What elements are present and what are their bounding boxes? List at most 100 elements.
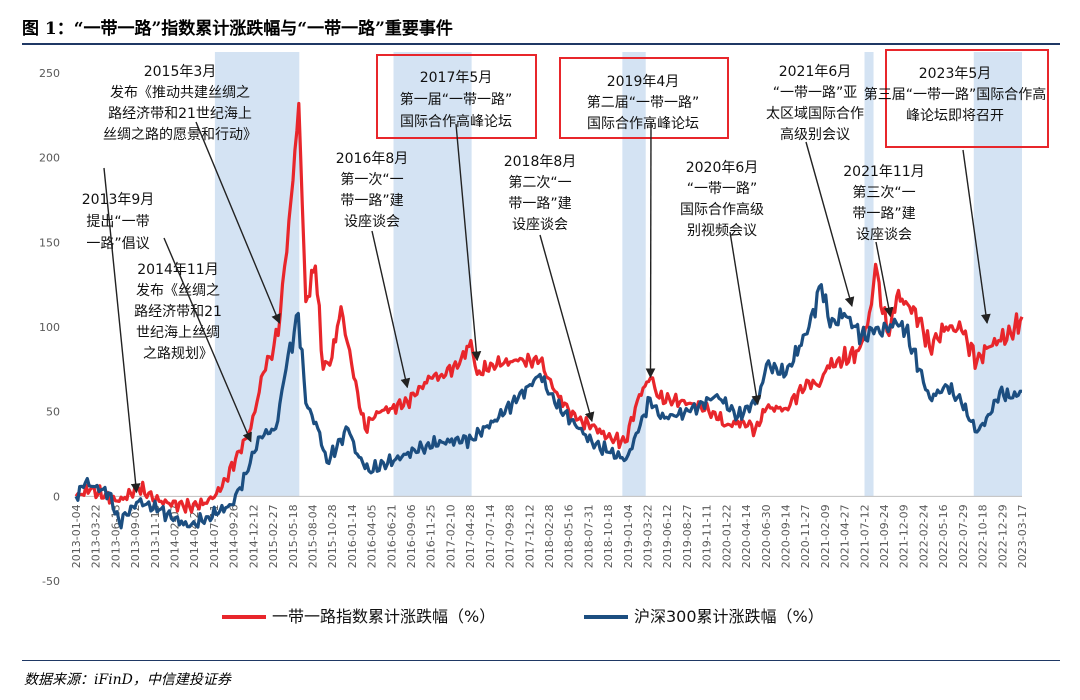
y-tick-label: 50 [46, 406, 60, 419]
title-divider [22, 43, 1060, 45]
annotation-arrow [645, 121, 656, 379]
annotation-text-line: 2020年6月 [686, 160, 759, 176]
annotation-text-line: 国际合作高峰论坛 [400, 113, 512, 130]
annotation-text-line: 带一路”建 [852, 206, 915, 222]
annotation-arrow [962, 149, 991, 324]
annotation-text-line: 路经济带和21 [134, 304, 222, 320]
annotation-text-line: 第三次“一 [852, 184, 915, 201]
annotation-text-line: 设座谈会 [856, 227, 912, 243]
x-tick-label: 2020-06-30 [760, 504, 773, 568]
x-tick-label: 2020-01-22 [720, 504, 733, 568]
annotation-arrow [875, 241, 894, 318]
x-tick-label: 2019-01-04 [622, 504, 635, 568]
figure-title: 图 1：“一带一路”指数累计涨跌幅与“一带一路”重要事件 [22, 19, 453, 39]
annotation-text-line: 高级别会议 [780, 126, 850, 143]
annotation-text-line: 带一路”建 [340, 193, 403, 209]
annotation-text-line: “一带一路” [687, 181, 758, 197]
annotation-text-line: 一路”倡议 [86, 236, 149, 252]
x-tick-label: 2013-09-02 [129, 504, 142, 568]
y-tick-label: 150 [39, 236, 60, 249]
x-tick-label: 2013-11-15 [149, 504, 162, 568]
annotations: 2013年9月提出“一带一路”倡议2014年11月发布《丝绸之路经济带和21世纪… [82, 49, 1049, 494]
annotation-text-line: 2017年5月 [420, 70, 493, 86]
annotation-arrow [539, 234, 595, 423]
x-tick-label: 2016-01-14 [346, 504, 359, 568]
x-tick-label: 2013-03-22 [90, 504, 103, 568]
legend: 一带一路指数累计涨跌幅（%） 沪深300累计涨跌幅（%） [222, 607, 824, 626]
x-tick-label: 2014-09-26 [228, 504, 241, 568]
annotation-text-line: 2019年4月 [607, 74, 680, 90]
figure-title-bar: 图 1：“一带一路”指数累计涨跌幅与“一带一路”重要事件 [22, 10, 1060, 42]
annotation-text-line: 路经济带和21世纪海上 [108, 106, 252, 122]
chart: -50 0 50 100 150 200 250 2013-01-04 2013-03-22 2… [39, 49, 1049, 626]
x-tick-label: 2016-09-06 [405, 504, 418, 568]
annotation-text-line: 峰论坛即将召开 [906, 108, 1004, 124]
annotation-highlight-box [885, 49, 1049, 148]
annotation-arrow [805, 141, 855, 308]
x-tick-label: 2018-02-28 [543, 504, 556, 568]
x-tick-label: 2015-05-18 [287, 504, 300, 568]
series-lines [74, 101, 1024, 530]
annotation-text-line: 别视频会议 [687, 223, 757, 239]
annotation-text-line: 国际合作高级 [680, 201, 764, 218]
legend-label-belt-road-index: 一带一路指数累计涨跌幅（%） [272, 607, 495, 626]
annotation-arrow [455, 123, 482, 362]
x-tick-label: 2019-11-11 [701, 504, 714, 568]
x-tick-label: 2018-10-18 [602, 504, 615, 568]
x-tick-label: 2021-02-09 [819, 504, 832, 568]
annotation-text-line: 太区域国际合作 [766, 106, 864, 122]
x-tick-label: 2013-01-04 [70, 504, 83, 568]
annotation-text-line: 第二次“一 [508, 174, 571, 191]
y-tick-label: 0 [53, 490, 60, 503]
annotation-text-line: 丝绸之路的愿景和行动》 [103, 127, 257, 143]
x-tick-label: 2015-10-28 [326, 504, 339, 568]
highlight-band [864, 52, 874, 497]
x-tick-label: 2021-09-24 [878, 504, 891, 568]
x-tick-label: 2019-08-27 [681, 504, 694, 568]
annotation-arrow [195, 121, 281, 324]
x-tick-label: 2015-08-04 [307, 504, 320, 568]
annotation-arrow [729, 231, 762, 406]
y-tick-label: 100 [39, 321, 60, 334]
x-tick-label: 2017-04-28 [464, 504, 477, 568]
y-tick-label: 250 [39, 67, 60, 80]
x-tick-label: 2022-12-29 [996, 504, 1009, 568]
annotation-highlight-box [559, 57, 729, 139]
x-tick-label: 2019-06-12 [661, 504, 674, 568]
x-tick-label: 2023-03-17 [1016, 504, 1029, 568]
annotation-highlight-box [376, 54, 537, 139]
x-tick-label: 2022-07-29 [957, 504, 970, 568]
y-tick-label: 200 [39, 152, 60, 165]
x-tick-label: 2017-07-14 [484, 504, 497, 568]
x-tick-label: 2014-12-12 [247, 504, 260, 568]
annotation-text-line: 设座谈会 [512, 217, 568, 233]
x-tick-label: 2021-12-09 [898, 504, 911, 568]
y-axis: -50 0 50 100 150 200 250 [39, 67, 60, 588]
data-source-note: 数据来源：iFinD，中信建投证券 [24, 672, 231, 688]
x-tick-label: 2020-09-14 [780, 504, 793, 568]
annotation-text-line: 之路规划》 [143, 346, 213, 362]
x-tick-label: 2017-02-10 [444, 504, 457, 568]
series-line-belt-road-index [74, 101, 1024, 514]
annotation-text-line: 2021年11月 [843, 164, 924, 180]
annotation-text-line: 发布《丝绸之 [136, 283, 220, 299]
annotation-text-line: 第三届“一带一路”国际合作高 [864, 86, 1047, 103]
x-tick-label: 2020-04-14 [740, 504, 753, 568]
x-tick-label: 2022-02-24 [917, 504, 930, 568]
series-line-csi300 [74, 283, 1023, 530]
x-tick-label: 2016-06-21 [385, 504, 398, 568]
x-tick-label: 2022-05-16 [937, 504, 950, 568]
x-tick-label: 2016-11-25 [425, 504, 438, 568]
annotation-text-line: 2015年3月 [144, 64, 217, 80]
annotation-text-line: 设座谈会 [344, 214, 400, 230]
x-tick-label: 2016-04-05 [366, 504, 379, 568]
x-tick-label: 2021-07-12 [858, 504, 871, 568]
